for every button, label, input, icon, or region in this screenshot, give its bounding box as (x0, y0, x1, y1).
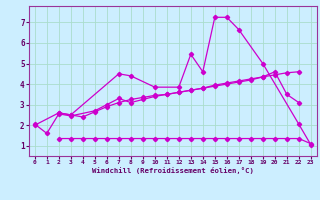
X-axis label: Windchill (Refroidissement éolien,°C): Windchill (Refroidissement éolien,°C) (92, 167, 254, 174)
